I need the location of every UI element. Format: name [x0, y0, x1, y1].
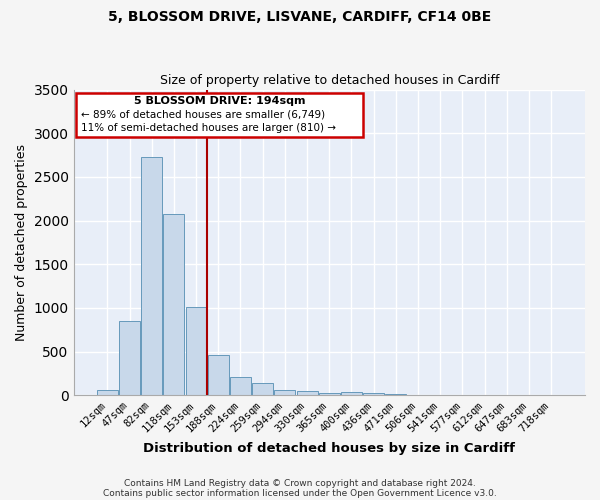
Bar — [319, 393, 340, 395]
Bar — [141, 157, 162, 395]
Text: 5, BLOSSOM DRIVE, LISVANE, CARDIFF, CF14 0BE: 5, BLOSSOM DRIVE, LISVANE, CARDIFF, CF14… — [109, 10, 491, 24]
X-axis label: Distribution of detached houses by size in Cardiff: Distribution of detached houses by size … — [143, 442, 515, 455]
Bar — [252, 382, 273, 395]
Text: ← 89% of detached houses are smaller (6,749): ← 89% of detached houses are smaller (6,… — [81, 110, 325, 120]
Bar — [363, 394, 384, 395]
Bar — [208, 355, 229, 395]
Bar — [185, 307, 206, 395]
Bar — [119, 321, 140, 395]
Y-axis label: Number of detached properties: Number of detached properties — [15, 144, 28, 341]
Text: 11% of semi-detached houses are larger (810) →: 11% of semi-detached houses are larger (… — [81, 123, 336, 133]
Title: Size of property relative to detached houses in Cardiff: Size of property relative to detached ho… — [160, 74, 499, 87]
Bar — [385, 394, 406, 395]
Text: Contains HM Land Registry data © Crown copyright and database right 2024.: Contains HM Land Registry data © Crown c… — [124, 478, 476, 488]
Bar — [97, 390, 118, 395]
FancyBboxPatch shape — [76, 92, 362, 137]
Text: Contains public sector information licensed under the Open Government Licence v3: Contains public sector information licen… — [103, 488, 497, 498]
Bar — [163, 214, 184, 395]
Bar — [296, 391, 317, 395]
Text: 5 BLOSSOM DRIVE: 194sqm: 5 BLOSSOM DRIVE: 194sqm — [134, 96, 305, 106]
Bar — [274, 390, 295, 395]
Bar — [341, 392, 362, 395]
Bar — [230, 377, 251, 395]
